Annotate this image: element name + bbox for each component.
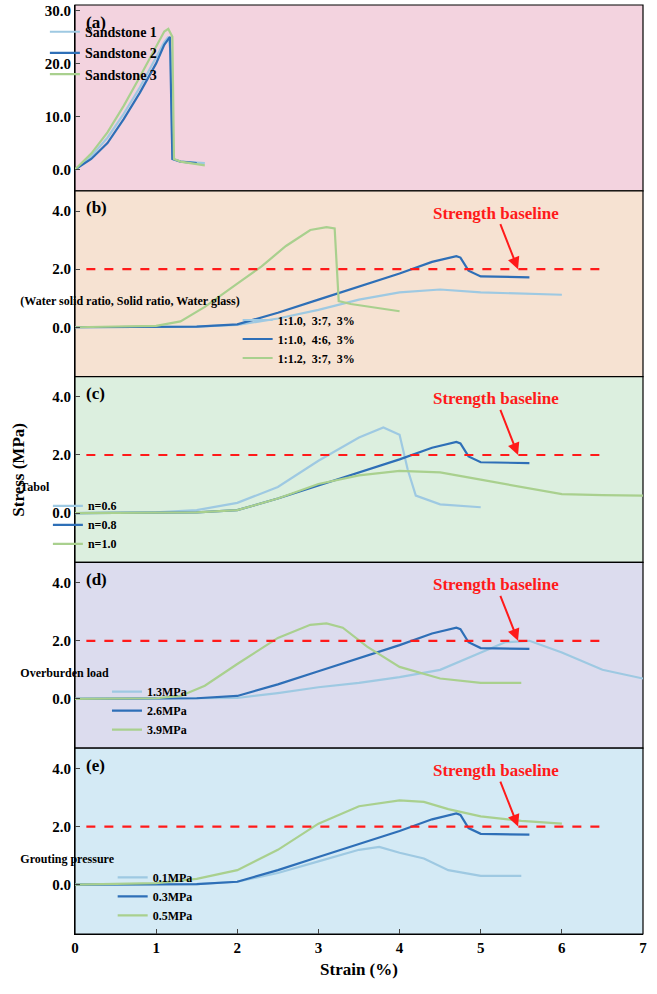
svg-text:4.0: 4.0 xyxy=(52,761,71,777)
svg-text:1:1.2, 3:7, 3%: 1:1.2, 3:7, 3% xyxy=(278,352,355,366)
svg-text:Sandstone 3: Sandstone 3 xyxy=(85,68,157,83)
svg-text:Tabol: Tabol xyxy=(20,480,50,494)
svg-text:0.0: 0.0 xyxy=(52,877,71,893)
svg-text:0.0: 0.0 xyxy=(52,691,71,707)
svg-text:Strain (%): Strain (%) xyxy=(320,960,398,979)
svg-text:1.3MPa: 1.3MPa xyxy=(147,685,187,699)
svg-text:4: 4 xyxy=(396,940,404,956)
svg-text:2.6MPa: 2.6MPa xyxy=(147,704,187,718)
svg-text:20.0: 20.0 xyxy=(45,56,71,72)
svg-text:2.0: 2.0 xyxy=(52,261,71,277)
svg-text:2: 2 xyxy=(234,940,242,956)
svg-text:2.0: 2.0 xyxy=(52,447,71,463)
svg-text:1:1.0, 3:7, 3%: 1:1.0, 3:7, 3% xyxy=(278,314,355,328)
svg-text:(c): (c) xyxy=(86,384,105,403)
svg-text:Sandstone 1: Sandstone 1 xyxy=(85,25,157,40)
svg-text:6: 6 xyxy=(558,940,566,956)
svg-text:(Water solid ratio, Solid rati: (Water solid ratio, Solid ratio, Water g… xyxy=(20,294,239,308)
svg-text:5: 5 xyxy=(477,940,485,956)
svg-text:n=0.6: n=0.6 xyxy=(88,499,117,513)
svg-text:0.3MPa: 0.3MPa xyxy=(153,890,193,904)
svg-text:(a): (a) xyxy=(86,13,106,32)
svg-text:n=0.8: n=0.8 xyxy=(88,518,117,532)
svg-text:3.9MPa: 3.9MPa xyxy=(147,723,187,737)
svg-text:10.0: 10.0 xyxy=(45,109,71,125)
svg-text:2.0: 2.0 xyxy=(52,819,71,835)
svg-text:(e): (e) xyxy=(86,756,105,775)
svg-text:Grouting pressure: Grouting pressure xyxy=(20,852,114,866)
svg-text:Strength baseline: Strength baseline xyxy=(433,389,559,408)
svg-text:0.0: 0.0 xyxy=(52,505,71,521)
svg-text:Strength baseline: Strength baseline xyxy=(433,575,559,594)
svg-text:Sandstone 2: Sandstone 2 xyxy=(85,46,157,61)
svg-text:Overburden load: Overburden load xyxy=(20,666,109,680)
svg-text:0: 0 xyxy=(71,940,79,956)
svg-text:2.0: 2.0 xyxy=(52,633,71,649)
svg-text:0.1MPa: 0.1MPa xyxy=(153,871,193,885)
svg-text:30.0: 30.0 xyxy=(45,3,71,19)
svg-text:1: 1 xyxy=(152,940,160,956)
svg-text:3: 3 xyxy=(315,940,323,956)
svg-text:4.0: 4.0 xyxy=(52,575,71,591)
svg-text:Stress (MPa): Stress (MPa) xyxy=(9,423,28,517)
svg-text:0.5MPa: 0.5MPa xyxy=(153,909,193,923)
svg-text:7: 7 xyxy=(639,940,647,956)
svg-text:(b): (b) xyxy=(86,198,107,217)
svg-text:Strength baseline: Strength baseline xyxy=(433,761,559,780)
svg-text:4.0: 4.0 xyxy=(52,203,71,219)
svg-text:n=1.0: n=1.0 xyxy=(88,537,117,551)
svg-text:4.0: 4.0 xyxy=(52,389,71,405)
svg-text:0.0: 0.0 xyxy=(52,162,71,178)
svg-text:1:1.0, 4:6, 3%: 1:1.0, 4:6, 3% xyxy=(278,333,355,347)
svg-text:0.0: 0.0 xyxy=(52,320,71,336)
svg-text:(d): (d) xyxy=(86,570,107,589)
svg-text:Strength baseline: Strength baseline xyxy=(433,204,559,223)
